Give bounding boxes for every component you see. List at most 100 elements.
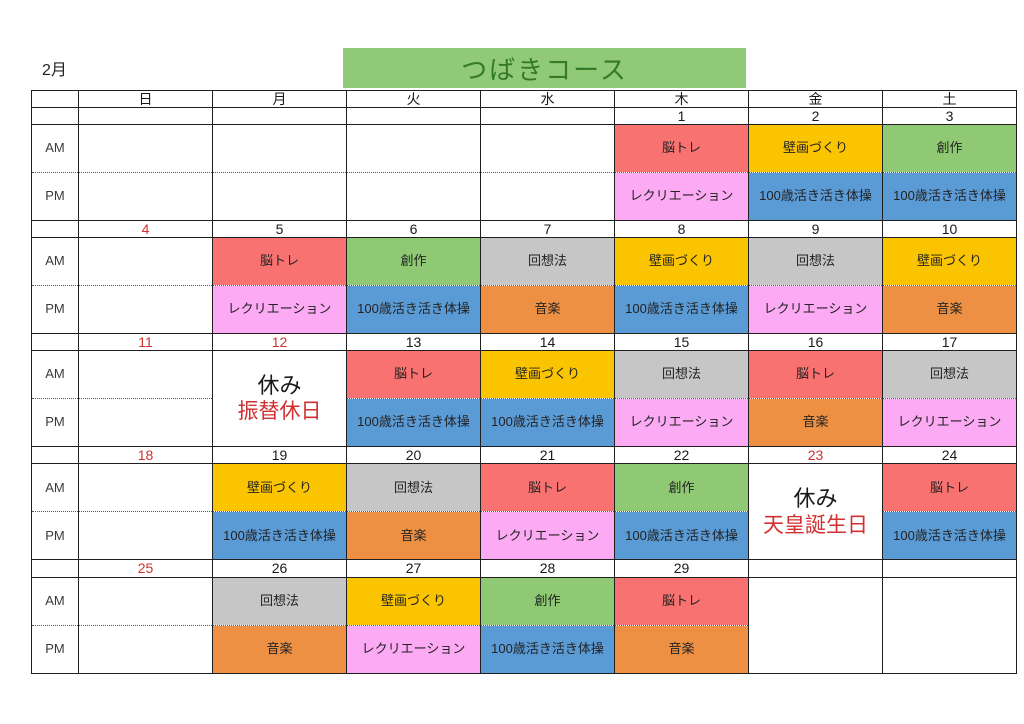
date-cell: 24 <box>882 446 1017 465</box>
activity-cell: 創作 <box>614 463 749 513</box>
activity-cell: レクリエーション <box>480 511 615 561</box>
date-row: 4 5 6 7 8 9 10 <box>31 220 1017 239</box>
date-cell: 29 <box>614 559 749 578</box>
date-cell: 12 <box>212 333 347 352</box>
activity-cell: 壁画づくり <box>212 463 347 513</box>
empty-cell <box>78 124 213 174</box>
holiday-title: 休み <box>793 486 838 512</box>
activity-cell: 音楽 <box>614 624 749 674</box>
weekday-header-row: 日月火水木金土 <box>31 89 1017 109</box>
activity-cell: 回想法 <box>480 237 615 287</box>
empty-cell <box>78 285 213 335</box>
schedule-table-body: 日月火水木金土 1 2 3 AM 脳トレ 壁画づくり 創作 PM レクリエーション 100歳活き活き… <box>31 89 1017 674</box>
pm-label: PM <box>31 511 79 561</box>
date-cell: 1 <box>614 107 749 126</box>
activity-cell: 100歳活き活き体操 <box>480 398 615 448</box>
date-cell: 17 <box>882 333 1017 352</box>
pm-row: PM 100歳活き活き体操 音楽 レクリエーション 100歳活き活き体操 100歳活き活き… <box>31 511 1017 561</box>
activity-cell: 創作 <box>480 576 615 626</box>
activity-cell: 100歳活き活き体操 <box>882 172 1017 222</box>
date-cell: 3 <box>882 107 1017 126</box>
activity-cell: 音楽 <box>882 285 1017 335</box>
date-cell: 25 <box>78 559 213 578</box>
am-row: AM 回想法 壁画づくり 創作 脳トレ <box>31 576 1017 674</box>
date-cell: 7 <box>480 220 615 239</box>
empty-cell <box>78 463 213 513</box>
holiday-cell: 休み 振替休日 <box>212 350 347 448</box>
empty-cell <box>480 124 615 174</box>
activity-cell: 100歳活き活き体操 <box>614 511 749 561</box>
activity-cell: レクリエーション <box>882 398 1017 448</box>
pm-label: PM <box>31 172 79 222</box>
pm-label: PM <box>31 285 79 335</box>
activity-cell: 100歳活き活き体操 <box>614 285 749 335</box>
date-cell: 2 <box>748 107 883 126</box>
activity-cell: 100歳活き活き体操 <box>748 172 883 222</box>
pm-row: PM 100歳活き活き体操 100歳活き活き体操 レクリエーション 音楽 レクリエーション <box>31 398 1017 448</box>
empty-cell <box>78 350 213 400</box>
am-label: AM <box>31 237 79 287</box>
date-cell: 23 <box>748 446 883 465</box>
weekday-header-cell: 火 <box>346 89 481 109</box>
empty-cell <box>78 172 213 222</box>
course-title: つばきコース <box>461 54 628 85</box>
empty-cell <box>78 576 213 626</box>
weekday-header-cell: 日 <box>78 89 213 109</box>
activity-cell: レクリエーション <box>346 624 481 674</box>
activity-cell: 回想法 <box>614 350 749 400</box>
date-row: 25 26 27 28 29 <box>31 559 1017 578</box>
month-label: 2月 <box>42 62 67 79</box>
date-cell <box>748 559 883 578</box>
date-row-label-cell <box>31 446 79 465</box>
activity-cell: レクリエーション <box>212 285 347 335</box>
activity-cell: 100歳活き活き体操 <box>882 511 1017 561</box>
activity-cell: 壁画づくり <box>480 350 615 400</box>
activity-cell: 音楽 <box>212 624 347 674</box>
pm-row: PM レクリエーション 100歳活き活き体操 音楽 100歳活き活き体操 レクリエーション… <box>31 285 1017 335</box>
am-label: AM <box>31 463 79 513</box>
weekday-header-cell: 金 <box>748 89 883 109</box>
date-cell: 5 <box>212 220 347 239</box>
activity-cell: 音楽 <box>480 285 615 335</box>
empty-cell <box>346 172 481 222</box>
weekday-header-cell: 月 <box>212 89 347 109</box>
weekday-header-cell: 土 <box>882 89 1017 109</box>
activity-cell: 創作 <box>346 237 481 287</box>
holiday-cell: 休み 天皇誕生日 <box>748 463 883 561</box>
date-cell: 28 <box>480 559 615 578</box>
date-cell: 10 <box>882 220 1017 239</box>
date-cell: 16 <box>748 333 883 352</box>
date-row: 11 12 13 14 15 16 17 <box>31 333 1017 352</box>
activity-cell: 脳トレ <box>614 124 749 174</box>
date-row: 18 19 20 21 22 23 24 <box>31 446 1017 465</box>
date-cell: 6 <box>346 220 481 239</box>
pm-row: PM レクリエーション 100歳活き活き体操 100歳活き活き体操 <box>31 172 1017 222</box>
empty-cell <box>78 624 213 674</box>
date-cell: 26 <box>212 559 347 578</box>
weekday-header-cell: 木 <box>614 89 749 109</box>
date-cell: 15 <box>614 333 749 352</box>
activity-cell: 脳トレ <box>212 237 347 287</box>
empty-cell <box>480 172 615 222</box>
am-label: AM <box>31 350 79 400</box>
date-cell <box>346 107 481 126</box>
date-row-label-cell <box>31 220 79 239</box>
empty-cell <box>78 511 213 561</box>
am-label: AM <box>31 124 79 174</box>
activity-cell: 壁画づくり <box>346 576 481 626</box>
activity-cell: 脳トレ <box>480 463 615 513</box>
activity-cell: 脳トレ <box>882 463 1017 513</box>
am-label: AM <box>31 576 79 626</box>
activity-cell: 音楽 <box>346 511 481 561</box>
date-cell: 4 <box>78 220 213 239</box>
activity-cell: 回想法 <box>212 576 347 626</box>
activity-cell: 100歳活き活き体操 <box>480 624 615 674</box>
blank-cell <box>882 576 1017 674</box>
empty-cell <box>78 237 213 287</box>
activity-cell: 100歳活き活き体操 <box>346 398 481 448</box>
date-cell: 18 <box>78 446 213 465</box>
activity-cell: 壁画づくり <box>614 237 749 287</box>
date-row-label-cell <box>31 559 79 578</box>
date-cell: 22 <box>614 446 749 465</box>
